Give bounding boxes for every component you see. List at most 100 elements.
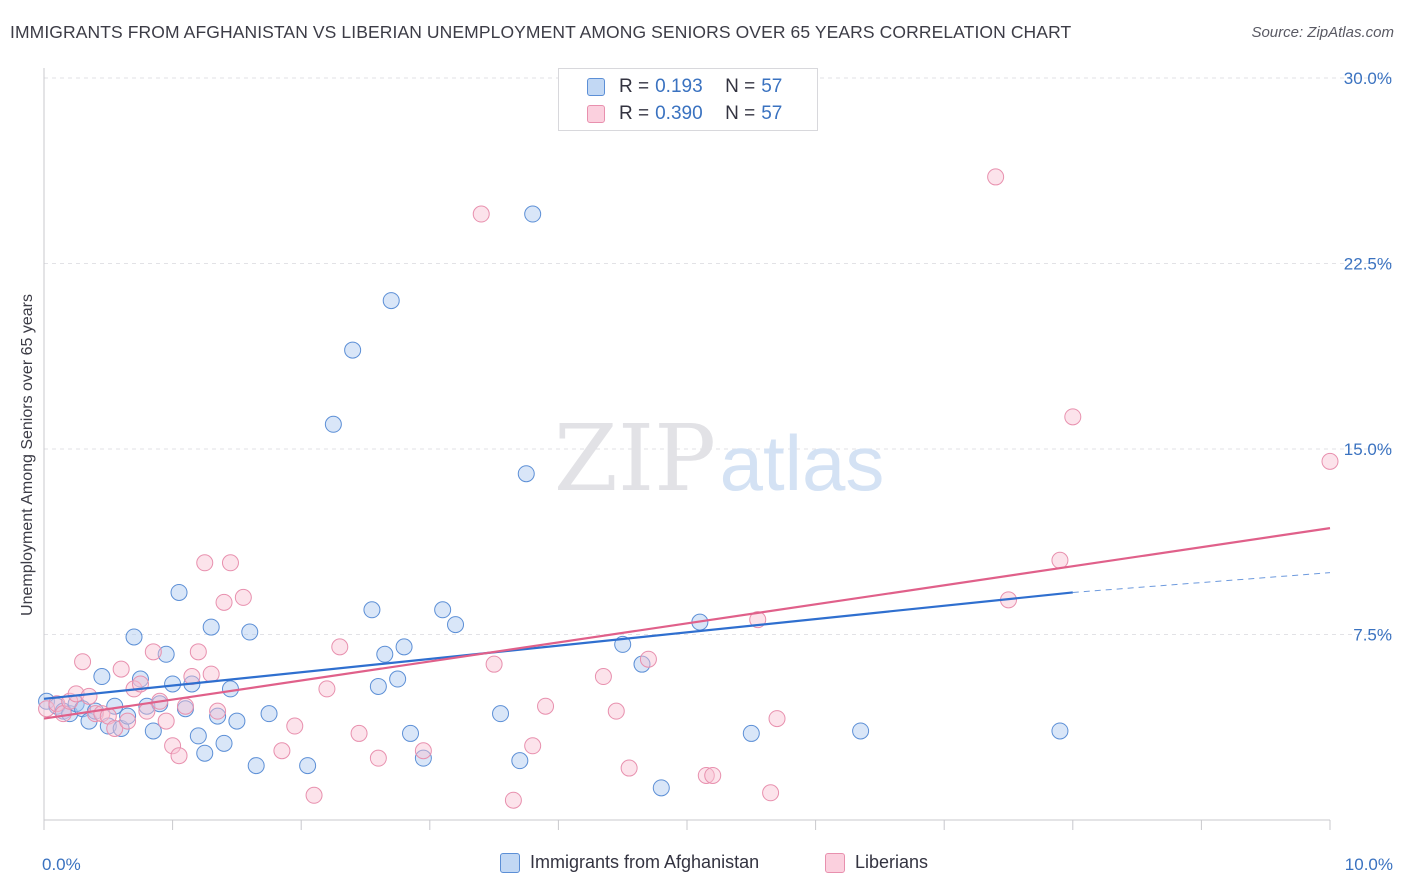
point-afghanistan	[170, 583, 188, 601]
point-afghanistan	[376, 645, 394, 663]
point-afghanistan	[221, 680, 239, 698]
point-liberians	[1321, 452, 1339, 470]
y-tick-label: 7.5%	[1353, 626, 1392, 645]
point-liberians	[350, 724, 368, 742]
series-swatch-liberians	[825, 852, 845, 873]
point-liberians	[74, 653, 92, 671]
point-liberians	[1051, 551, 1069, 569]
series-swatch-afghanistan	[500, 852, 520, 873]
point-afghanistan	[228, 712, 246, 730]
point-afghanistan	[402, 724, 420, 742]
point-liberians	[305, 786, 323, 804]
point-afghanistan	[119, 707, 137, 725]
y-tick-label: 15.0%	[1344, 440, 1392, 459]
point-liberians	[704, 766, 722, 784]
point-liberians	[504, 791, 522, 809]
x-tick-label: 10.0%	[1345, 855, 1393, 874]
point-liberians	[119, 712, 137, 730]
source-label: Source: ZipAtlas.com	[1251, 24, 1394, 41]
point-liberians	[697, 766, 715, 784]
point-liberians	[80, 687, 98, 705]
point-liberians	[176, 697, 194, 715]
legend-n-value: 57	[761, 76, 783, 97]
point-liberians	[762, 784, 780, 802]
point-afghanistan	[369, 677, 387, 695]
point-liberians	[594, 668, 612, 686]
point-afghanistan	[389, 670, 407, 688]
point-liberians	[524, 737, 542, 755]
point-afghanistan	[247, 757, 265, 775]
point-afghanistan	[517, 465, 535, 483]
point-liberians	[164, 737, 182, 755]
point-liberians	[202, 665, 220, 683]
point-liberians	[286, 717, 304, 735]
point-afghanistan	[524, 205, 542, 223]
point-liberians	[485, 655, 503, 673]
point-liberians	[1064, 408, 1082, 426]
legend-r-value: 0.193	[655, 76, 703, 97]
data-points	[38, 168, 1339, 809]
point-afghanistan	[742, 724, 760, 742]
point-afghanistan	[434, 601, 452, 619]
point-liberians	[537, 697, 555, 715]
point-afghanistan	[447, 616, 465, 634]
point-liberians	[144, 643, 162, 661]
x-tick-label: 0.0%	[42, 855, 81, 874]
y-tick-label: 30.0%	[1344, 69, 1392, 88]
series-legend-afghanistan[interactable]: Immigrants from Afghanistan	[500, 852, 759, 873]
point-liberians	[106, 719, 124, 737]
gridlines	[44, 77, 1392, 635]
point-afghanistan	[157, 645, 175, 663]
point-liberians	[987, 168, 1005, 186]
point-afghanistan	[395, 638, 413, 656]
point-afghanistan	[344, 341, 362, 359]
point-afghanistan	[93, 668, 111, 686]
legend-row-liberians: R = 0.390 N = 57	[559, 101, 782, 127]
legend-r-value: 0.390	[655, 103, 703, 124]
legend-n-value: 57	[761, 103, 783, 124]
point-liberians	[318, 680, 336, 698]
trend-line-liberians	[43, 527, 1331, 720]
point-liberians	[112, 660, 130, 678]
point-afghanistan	[1051, 722, 1069, 740]
point-afghanistan	[492, 705, 510, 723]
point-afghanistan	[260, 705, 278, 723]
point-afghanistan	[852, 722, 870, 740]
point-afghanistan	[202, 618, 220, 636]
point-liberians	[607, 702, 625, 720]
point-liberians	[157, 712, 175, 730]
point-liberians	[48, 695, 66, 713]
trend-lines	[43, 527, 1331, 720]
point-liberians	[369, 749, 387, 767]
legend-swatch-liberians	[587, 105, 605, 123]
point-afghanistan	[414, 749, 432, 767]
point-liberians	[620, 759, 638, 777]
point-liberians	[170, 747, 188, 765]
point-afghanistan	[209, 707, 227, 725]
series-legend-liberians[interactable]: Liberians	[825, 852, 928, 873]
axes	[43, 68, 1331, 830]
point-afghanistan	[511, 752, 529, 770]
point-afghanistan	[382, 292, 400, 310]
point-liberians	[472, 205, 490, 223]
point-liberians	[38, 700, 56, 718]
series-label-liberians: Liberians	[855, 852, 929, 872]
watermark-atlas: atlas	[720, 419, 885, 507]
point-liberians	[196, 554, 214, 572]
legend-r-label: R =	[619, 103, 650, 124]
point-liberians	[768, 710, 786, 728]
watermark-zip: ZIP	[554, 405, 716, 512]
point-liberians	[215, 593, 233, 611]
legend-row-afghanistan: R = 0.193 N = 57	[559, 74, 782, 100]
chart-title: IMMIGRANTS FROM AFGHANISTAN VS LIBERIAN …	[10, 22, 1072, 42]
legend-swatch-afghanistan	[587, 78, 605, 96]
point-afghanistan	[189, 727, 207, 745]
point-liberians	[273, 742, 291, 760]
point-afghanistan	[144, 722, 162, 740]
legend-n-label: N =	[725, 76, 756, 97]
watermark: ZIP atlas	[554, 405, 884, 512]
point-liberians	[639, 650, 657, 668]
series-label-afghanistan: Immigrants from Afghanistan	[530, 852, 760, 872]
legend-n-label: N =	[725, 103, 756, 124]
